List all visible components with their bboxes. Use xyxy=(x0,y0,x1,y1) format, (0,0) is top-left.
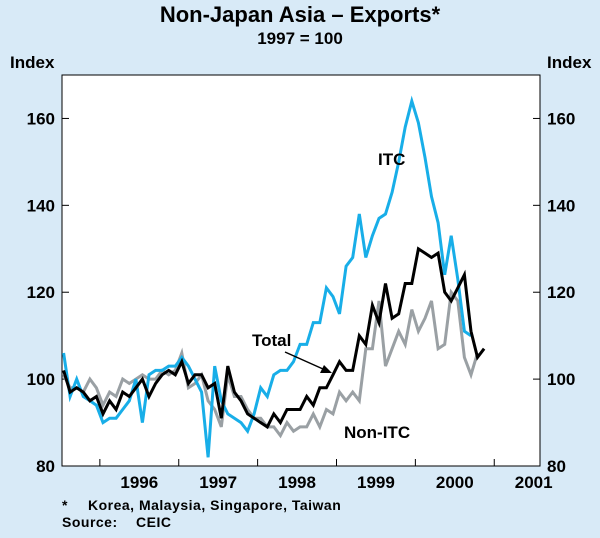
y-axis-label-right: Index xyxy=(547,53,592,72)
series-group xyxy=(62,95,486,458)
y-tick-label-right: 120 xyxy=(547,283,575,302)
chart-subtitle: 1997 = 100 xyxy=(257,29,343,48)
y-tick-label-right: 100 xyxy=(547,370,575,389)
y-ticks-left: 80 100 120 140 160 xyxy=(27,109,69,476)
y-tick-label-left: 100 xyxy=(27,370,55,389)
y-tick-label-left: 120 xyxy=(27,283,55,302)
footnote-text: Korea, Malaysia, Singapore, Taiwan xyxy=(88,497,342,513)
y-tick-label-left: 160 xyxy=(27,109,55,128)
footnote: * Korea, Malaysia, Singapore, Taiwan xyxy=(62,497,341,513)
series-label-non-itc: Non-ITC xyxy=(344,423,410,442)
y-ticks-right: 80 100 120 140 160 xyxy=(533,109,575,476)
series-label-total: Total xyxy=(252,331,291,350)
x-ticks: 1996 1997 1998 1999 2000 2001 xyxy=(99,459,553,492)
source-label: Source: xyxy=(62,514,118,530)
y-axis-label-left: Index xyxy=(10,53,55,72)
y-tick-label-right: 140 xyxy=(547,196,575,215)
series-line-total xyxy=(62,246,486,430)
series-line-non-itc xyxy=(62,288,479,439)
chart-title: Non-Japan Asia – Exports* xyxy=(159,2,441,27)
total-label-arrow xyxy=(284,351,324,370)
y-tick-label-left: 80 xyxy=(36,457,55,476)
x-tick-label: 1998 xyxy=(278,473,316,492)
plot-area xyxy=(61,74,541,467)
x-tick-label: 1996 xyxy=(120,473,158,492)
source-text: CEIC xyxy=(136,514,172,530)
y-tick-label-right: 80 xyxy=(547,457,566,476)
annotations: ITC Total Non-ITC xyxy=(252,150,410,442)
source-note: Source: CEIC xyxy=(62,514,171,530)
y-tick-label-left: 140 xyxy=(27,196,55,215)
x-tick-label: 1999 xyxy=(357,473,395,492)
y-tick-label-right: 160 xyxy=(547,109,575,128)
series-label-itc: ITC xyxy=(378,150,405,169)
x-tick-label: 2001 xyxy=(515,473,553,492)
total-label-arrowhead xyxy=(320,365,332,373)
x-tick-label: 2000 xyxy=(436,473,474,492)
x-tick-label: 1997 xyxy=(199,473,237,492)
footnote-mark: * xyxy=(62,497,68,513)
